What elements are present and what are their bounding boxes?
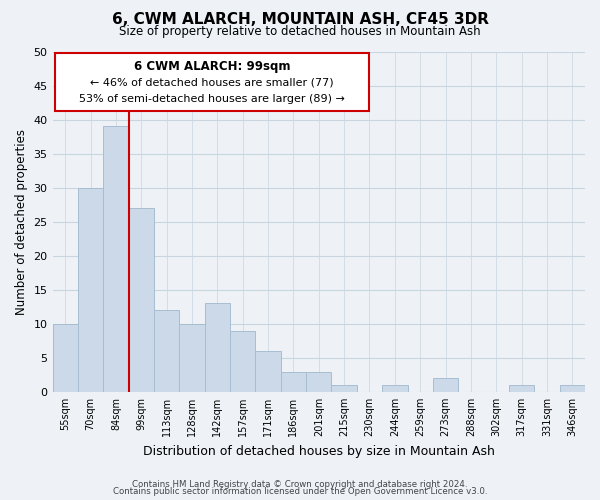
Text: ← 46% of detached houses are smaller (77): ← 46% of detached houses are smaller (77… — [91, 77, 334, 87]
Text: 6 CWM ALARCH: 99sqm: 6 CWM ALARCH: 99sqm — [134, 60, 290, 73]
Bar — [179, 324, 205, 392]
Bar — [382, 385, 407, 392]
Y-axis label: Number of detached properties: Number of detached properties — [15, 128, 28, 314]
Bar — [78, 188, 103, 392]
Bar — [154, 310, 179, 392]
Bar — [230, 330, 256, 392]
Bar — [509, 385, 534, 392]
Bar — [256, 351, 281, 392]
Text: Size of property relative to detached houses in Mountain Ash: Size of property relative to detached ho… — [119, 25, 481, 38]
FancyBboxPatch shape — [55, 53, 370, 111]
Bar — [331, 385, 357, 392]
Bar — [53, 324, 78, 392]
Text: Contains HM Land Registry data © Crown copyright and database right 2024.: Contains HM Land Registry data © Crown c… — [132, 480, 468, 489]
Text: 6, CWM ALARCH, MOUNTAIN ASH, CF45 3DR: 6, CWM ALARCH, MOUNTAIN ASH, CF45 3DR — [112, 12, 488, 28]
Text: Contains public sector information licensed under the Open Government Licence v3: Contains public sector information licen… — [113, 487, 487, 496]
Bar — [205, 304, 230, 392]
Bar — [128, 208, 154, 392]
Bar — [560, 385, 585, 392]
Bar — [103, 126, 128, 392]
Bar — [281, 372, 306, 392]
Bar — [433, 378, 458, 392]
Bar — [306, 372, 331, 392]
X-axis label: Distribution of detached houses by size in Mountain Ash: Distribution of detached houses by size … — [143, 444, 495, 458]
Text: 53% of semi-detached houses are larger (89) →: 53% of semi-detached houses are larger (… — [79, 94, 345, 104]
